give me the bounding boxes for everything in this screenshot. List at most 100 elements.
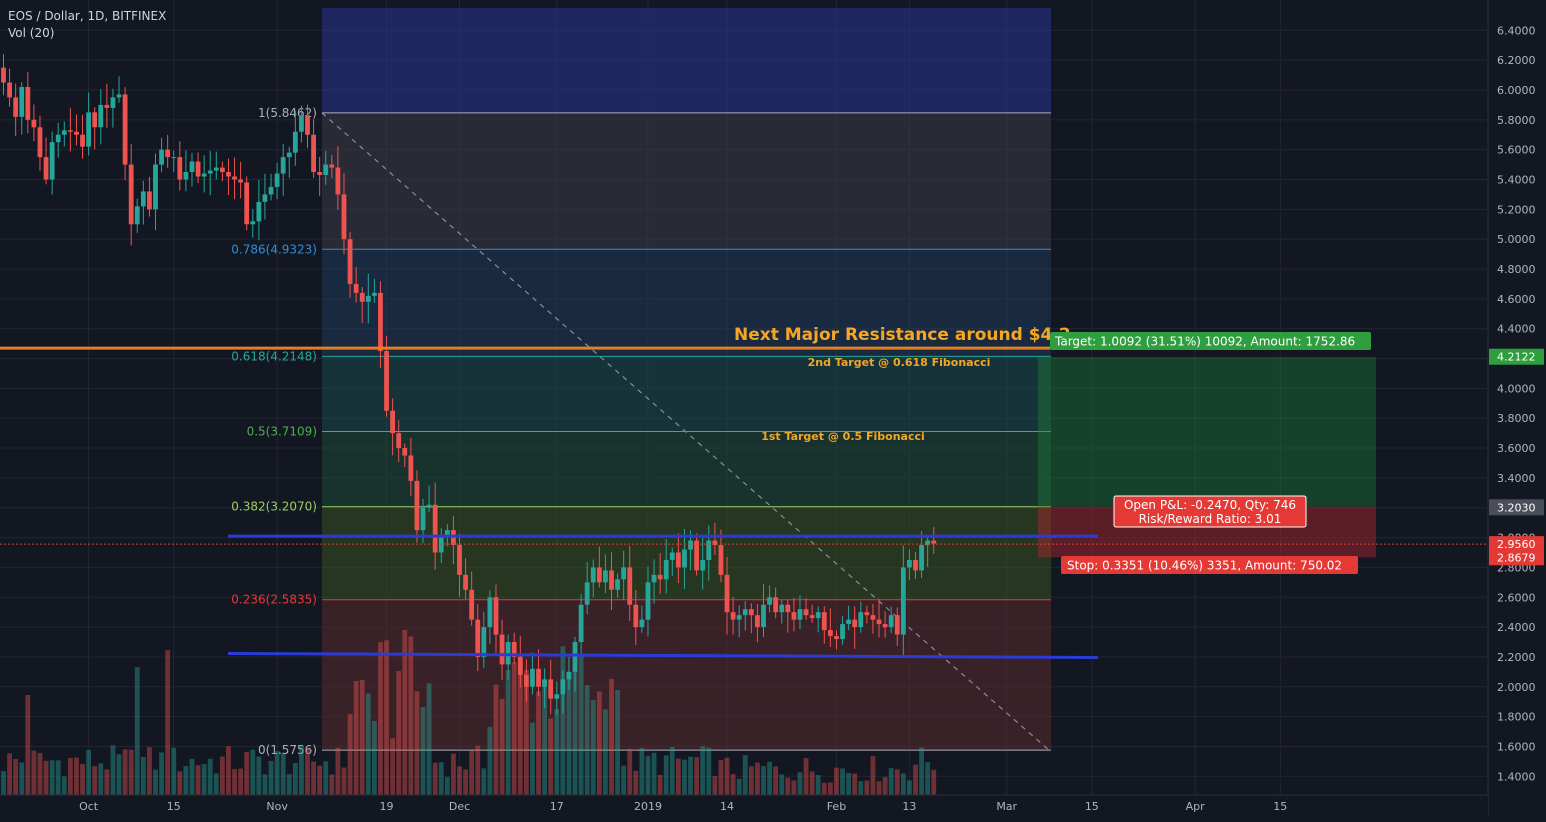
price-tick-label: 5.4000 [1497,174,1536,187]
candle-body [122,94,128,165]
candle-body [682,549,687,568]
candle-body [876,619,882,625]
volume-bar [730,774,736,795]
volume-bar [408,636,414,795]
candle-body [548,679,554,699]
candle-body [408,455,414,481]
candle-body [809,615,815,619]
time-axis: Oct 15 Nov 19 Dec 17 2019 14 Feb 13 Mar 15 Apr 15 [0,794,1488,818]
chart-title: EOS / Dollar, 1D, BITFINEX [8,9,167,23]
candle-body [201,173,207,177]
volume-bar [244,751,250,795]
volume-bar [37,752,43,795]
volume-bar [159,752,164,795]
volume-bar [493,684,499,795]
candle-body [420,507,426,531]
time-tick-label: Feb [827,800,846,813]
volume-bar [353,680,359,795]
candle-body [378,292,383,352]
volume-bar [767,761,772,795]
volume-bar [742,755,748,795]
price-tick-label: 1.4000 [1497,770,1536,783]
volume-bar [785,777,791,795]
fib-band [322,7,1051,113]
candle-body [913,559,918,571]
candle-body [894,615,900,635]
candle-body [475,619,481,657]
candle-body [74,131,79,135]
volume-bar [153,769,158,795]
volume-bar [13,758,19,795]
time-tick-label: 15 [1273,800,1287,813]
candle-body [919,545,924,571]
time-tick-label: 19 [380,800,394,813]
volume-bar [67,758,73,795]
volume-bar [25,695,31,795]
candle-body [675,552,681,568]
resistance-annotation: Next Major Resistance around $4.2 [734,325,1071,345]
volume-bar [274,751,280,795]
candle-body [530,668,535,687]
candle-body [98,104,104,128]
volume-bar [603,709,608,795]
candle-body [19,86,25,117]
volume-bar [207,758,213,795]
candle-body [384,351,389,411]
candle-body [694,540,700,571]
volume-bar [919,747,924,795]
target-label: Target: 1.0092 (31.51%) 10092, Amount: 1… [1054,335,1355,349]
volume-bar [870,756,876,795]
volume-bar [700,746,706,795]
candle-body [390,410,396,434]
candle-body [730,612,736,620]
candle-body [280,157,286,174]
candle-body [554,694,560,699]
candle-body [505,642,511,665]
candle-body [493,597,499,635]
candle-body [925,540,931,546]
candle-body [232,176,237,180]
candle-body [785,604,791,613]
candle-body [153,164,158,210]
volume-bar [250,749,256,795]
candle-body [25,86,31,120]
volume-bar [913,764,918,795]
volume-bar [694,757,700,795]
volume-bar [542,679,548,795]
volume-bar [511,662,517,795]
volume-bar [31,750,37,795]
candle-body [207,170,213,174]
volume-bar [457,766,462,795]
volume-bar [347,714,353,795]
candle-body [651,574,657,583]
candle-body [712,540,718,546]
candle-body [755,615,760,628]
volume-bar [183,766,189,795]
volume-bar [718,760,724,795]
volume-bar [19,762,25,795]
volume-bar [189,758,195,795]
candle-body [663,559,669,580]
time-tick-label: 13 [902,800,916,813]
volume-bars [1,630,937,795]
candle-body [353,283,359,293]
volume-bar [596,691,602,795]
candle-body [724,574,730,613]
candle-body [171,157,177,159]
volume-bar [432,762,438,795]
volume-bar [86,749,92,795]
volume-bar [651,752,657,795]
fib-level-label: 0.618(4.2148) [231,349,317,363]
candle-body [858,612,864,628]
candle-body [761,604,766,628]
volume-bar [590,700,596,795]
volume-bar [925,762,931,795]
volume-bar [414,691,420,795]
volume-bar [560,646,566,795]
candle-body [791,612,797,620]
price-tick-label: 5.6000 [1497,144,1536,157]
time-tick-label: 15 [167,800,181,813]
volume-bar [864,780,870,795]
